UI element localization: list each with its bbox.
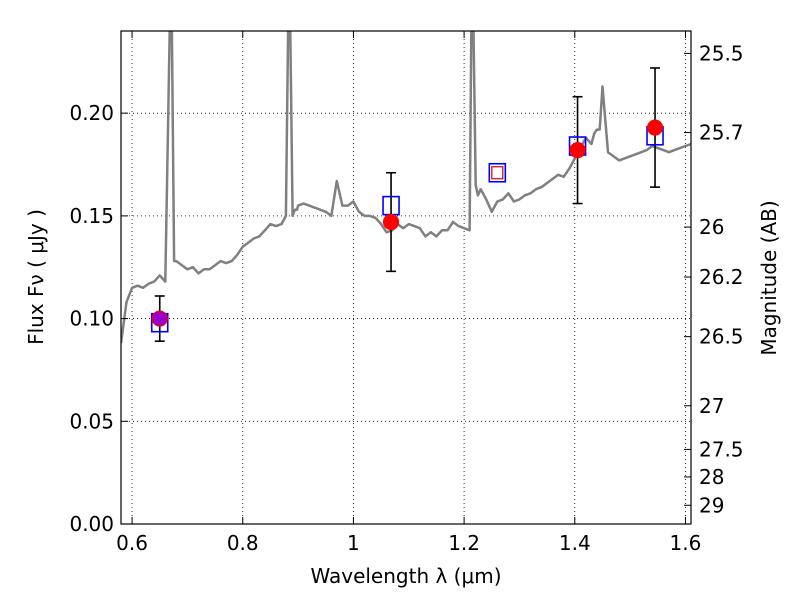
spectrum-line (121, 31, 691, 344)
spectrum-series (121, 31, 691, 344)
axes: 0.6 0.8 1 1.2 1.4 1.6 0.00 0.05 0.10 0.15 0.20 25.5… (69, 30, 744, 555)
grid-lines (121, 31, 691, 525)
model-inner-square-marker (491, 166, 504, 180)
y-tick-label: 0.05 (69, 409, 114, 433)
y-axis-title: Flux Fν ( μJy ) (24, 209, 48, 345)
mag-tick-label: 29 (699, 493, 724, 517)
observed-circle-marker (569, 142, 586, 159)
mag-tick-label: 25.5 (699, 41, 744, 65)
mag-tick-label: 27.5 (699, 437, 744, 461)
right-axis-title: Magnitude (AB) (757, 200, 781, 355)
model-square-marker (488, 162, 507, 183)
x-tick-label: 0.8 (227, 531, 259, 555)
mag-tick-label: 26.2 (699, 265, 744, 289)
plot-frame (120, 30, 692, 525)
y-tick-label: 0.10 (69, 307, 114, 331)
y-tick-label: 0.15 (69, 204, 114, 228)
x-tick-label: 0.6 (116, 531, 148, 555)
x-tick-label: 1.4 (559, 531, 591, 555)
mag-tick-label: 25.7 (699, 121, 744, 145)
x-tick-label: 1.2 (448, 531, 480, 555)
y-tick-label: 0.20 (69, 101, 114, 125)
mag-tick-label: 26.5 (699, 325, 744, 349)
mag-tick-label: 27 (699, 394, 724, 418)
mag-tick-label: 28 (699, 465, 724, 489)
x-tick-label: 1.6 (670, 531, 702, 555)
mag-tick-label: 26 (699, 215, 724, 239)
observed-circle-marker (151, 310, 168, 327)
observed-circle-marker (382, 213, 400, 231)
x-axis-title: Wavelength λ (μm) (310, 564, 501, 588)
observed-circle-marker (646, 119, 664, 136)
y-tick-label: 0.00 (69, 512, 114, 536)
x-tick-label: 1 (347, 531, 360, 555)
photometry-points (150, 67, 664, 342)
